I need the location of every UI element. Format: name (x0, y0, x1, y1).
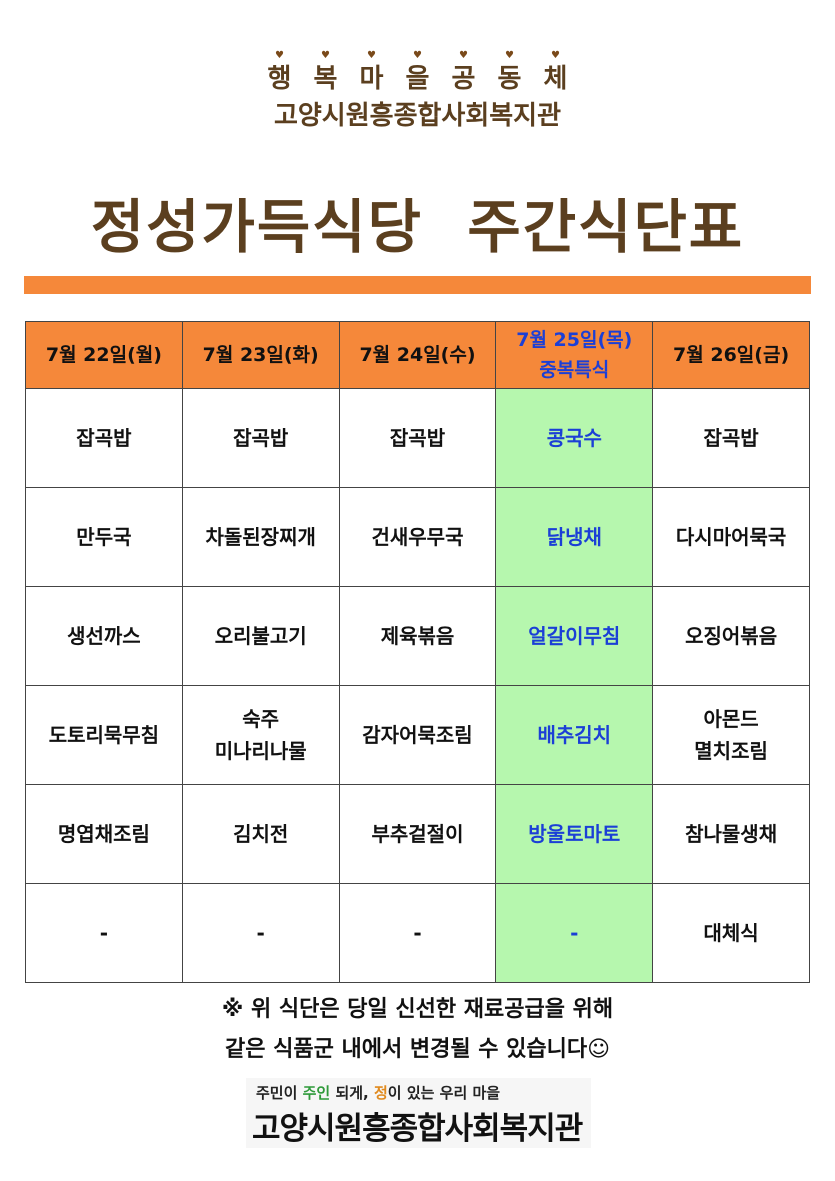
table-row: 명엽채조림 김치전 부추겉절이 방울토마토 참나물생채 (25, 784, 810, 884)
motto-char: 공 (441, 58, 487, 95)
table-row: 잡곡밥 잡곡밥 잡곡밥 콩국수 잡곡밥 (25, 388, 810, 488)
menu-cell: 배추김치 (495, 685, 654, 785)
menu-cell: 제육볶음 (338, 586, 497, 686)
menu-table: 7월 22일(월) 7월 23일(화) 7월 24일(수) 7월 25일(목) 중복특식… (25, 321, 810, 983)
motto-char: 동 (487, 58, 533, 95)
menu-cell: - (495, 883, 654, 983)
menu-cell: 닭냉채 (495, 487, 654, 587)
menu-cell: 만두국 (25, 487, 183, 587)
menu-cell: 아몬드 멸치조림 (652, 685, 810, 785)
menu-cell: 감자어묵조림 (338, 685, 497, 785)
menu-cell: 숙주 미나리나물 (181, 685, 340, 785)
menu-cell: 명엽채조림 (25, 784, 183, 884)
day-header: 7월 24일(수) (338, 321, 497, 389)
slogan: 주민이 주인 되게, 정이 있는 우리 마을 (256, 1084, 501, 1102)
motto-char: 체 (533, 58, 579, 95)
menu-cell: 오리불고기 (181, 586, 340, 686)
menu-cell: 차돌된장찌개 (181, 487, 340, 587)
menu-cell: 부추겉절이 (338, 784, 497, 884)
notice-line: ※ 위 식단은 당일 신선한 재료공급을 위해 (221, 997, 614, 1022)
table-row: 도토리묵무침 숙주 미나리나물 감자어묵조림 배추김치 아몬드 멸치조림 (25, 685, 810, 785)
org-name: 고양시원흥종합사회복지관 (273, 101, 562, 131)
menu-cell: 방울토마토 (495, 784, 654, 884)
motto: 행 복 마 을 공 동 체 (0, 58, 835, 95)
notice-line: 같은 식품군 내에서 변경될 수 있습니다☺ (224, 1037, 611, 1062)
motto-char: 복 (303, 58, 349, 95)
day-header: 7월 25일(목) 중복특식 (495, 321, 654, 389)
footer-logo: 주민이 주인 되게, 정이 있는 우리 마을 고양시원흥종합사회복지관 (246, 1078, 591, 1148)
motto-char: 을 (395, 58, 441, 95)
day-header: 7월 23일(화) (181, 321, 340, 389)
menu-cell: 참나물생채 (652, 784, 810, 884)
menu-cell: 다시마어묵국 (652, 487, 810, 587)
day-header: 7월 22일(월) (25, 321, 183, 389)
menu-cell: 잡곡밥 (181, 388, 340, 488)
menu-cell: 잡곡밥 (652, 388, 810, 488)
menu-cell: 건새우무국 (338, 487, 497, 587)
logo-name: 고양시원흥종합사회복지관 (252, 1111, 583, 1147)
table-row: - - - - 대체식 (25, 883, 810, 983)
table-row: 생선까스 오리불고기 제육볶음 얼갈이무침 오징어볶음 (25, 586, 810, 686)
menu-cell: 콩국수 (495, 388, 654, 488)
menu-cell: 오징어볶음 (652, 586, 810, 686)
divider-bar (24, 276, 811, 294)
table-row: 만두국 차돌된장찌개 건새우무국 닭냉채 다시마어묵국 (25, 487, 810, 587)
menu-cell: 도토리묵무침 (25, 685, 183, 785)
menu-cell: 잡곡밥 (25, 388, 183, 488)
motto-char: 마 (349, 58, 395, 95)
day-header: 7월 26일(금) (652, 321, 810, 389)
header: 행 복 마 을 공 동 체 고양시원흥종합사회복지관 (0, 58, 835, 132)
page-title: 정성가득식당 주간식단표 (90, 193, 745, 261)
menu-cell: - (181, 883, 340, 983)
menu-cell: 김치전 (181, 784, 340, 884)
menu-cell: 생선까스 (25, 586, 183, 686)
motto-char: 행 (257, 58, 303, 95)
menu-cell: - (338, 883, 497, 983)
menu-cell: - (25, 883, 183, 983)
notice: ※ 위 식단은 당일 신선한 재료공급을 위해 같은 식품군 내에서 변경될 수… (0, 990, 835, 1070)
menu-cell: 얼갈이무침 (495, 586, 654, 686)
menu-cell: 대체식 (652, 883, 810, 983)
menu-cell: 잡곡밥 (338, 388, 497, 488)
